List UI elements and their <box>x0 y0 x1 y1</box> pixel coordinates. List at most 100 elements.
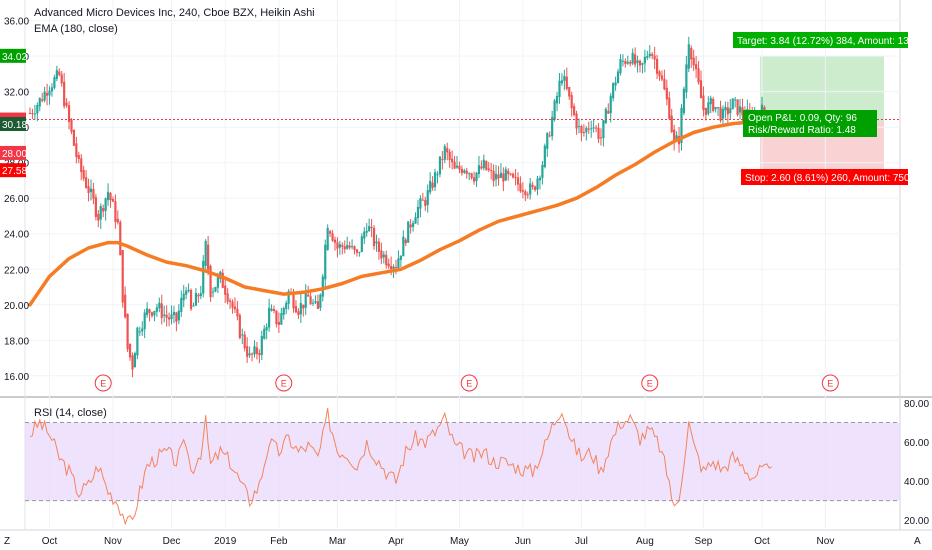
price-tag-label: 28.00 <box>2 149 27 160</box>
candle-body <box>421 199 424 201</box>
ema-line <box>28 118 774 307</box>
earnings-marker[interactable] <box>275 374 293 392</box>
candle-body <box>673 129 676 142</box>
candle-body <box>692 57 695 66</box>
price-tick-label: 20.00 <box>4 301 29 312</box>
candle-body <box>485 160 488 170</box>
candle-body <box>634 54 637 65</box>
candle-body <box>551 117 554 137</box>
candle-body <box>411 222 415 228</box>
candle-body <box>182 293 185 301</box>
candle-body <box>243 334 246 349</box>
candle-body <box>265 326 268 331</box>
candle-body <box>687 44 690 69</box>
candle-body <box>331 233 334 241</box>
candle-body <box>70 119 73 132</box>
candle-body <box>424 199 427 206</box>
candle-body <box>460 168 463 174</box>
candle-body <box>341 244 344 247</box>
candle-body <box>585 127 588 133</box>
candle-body <box>316 301 320 309</box>
candle-body <box>82 170 85 179</box>
candle-body <box>616 71 620 84</box>
candle-body <box>621 60 625 62</box>
candle-body <box>60 74 63 84</box>
candle-body <box>360 236 363 252</box>
candle-body <box>224 285 227 295</box>
candle-body <box>575 113 578 129</box>
rsi-tick-label: 80.00 <box>904 399 929 410</box>
candle-body <box>685 64 688 93</box>
candle-body <box>246 346 249 357</box>
candle-body <box>724 106 727 111</box>
candle-body <box>297 311 300 315</box>
candle-body <box>475 172 478 181</box>
candle-body <box>719 107 722 121</box>
earnings-marker-label: E <box>281 379 287 389</box>
candle-body <box>126 313 129 350</box>
candle-body <box>655 58 659 74</box>
target-label-text: Target: 3.84 (12.72%) 384, Amount: 1368. <box>737 36 923 47</box>
candle-body <box>275 310 278 324</box>
corner-a-label[interactable]: A <box>914 536 921 547</box>
candle-body <box>314 301 317 303</box>
candle-body <box>53 77 56 88</box>
time-tick-label: Apr <box>388 536 404 547</box>
candle-body <box>407 221 410 243</box>
candle-body <box>87 186 90 194</box>
candle-body <box>172 312 176 316</box>
candle-body <box>272 309 276 311</box>
candle-body <box>509 173 512 175</box>
earnings-marker[interactable] <box>460 374 478 392</box>
earnings-marker[interactable] <box>821 374 839 392</box>
candle-body <box>590 128 593 130</box>
corner-z-label[interactable]: Z <box>4 536 10 547</box>
candle-body <box>43 91 46 101</box>
risk-reward-text: Risk/Reward Ratio: 1.48 <box>748 125 856 136</box>
candle-body <box>726 107 729 115</box>
candle-body <box>392 266 395 269</box>
candle-body <box>80 158 83 173</box>
time-axis[interactable]: Oct Nov Dec 2019 Feb Mar Apr May Jun Jul Aug Sep Oct… <box>42 536 835 547</box>
candle-body <box>446 148 449 153</box>
candle-body <box>541 165 544 179</box>
candle-body <box>697 68 700 83</box>
candle-body <box>202 260 205 294</box>
candle-body <box>660 75 664 80</box>
price-tick-label: 26.00 <box>4 194 29 205</box>
candle-body <box>65 102 68 106</box>
stop-label[interactable]: Stop: 2.60 (8.61%) 260, Amount: 750.4 <box>741 169 918 185</box>
earnings-marker[interactable] <box>641 374 659 392</box>
candle-body <box>58 71 61 75</box>
candle-body <box>104 198 107 211</box>
time-tick-label: Jun <box>515 536 531 547</box>
candle-body <box>309 296 312 305</box>
time-tick-label: Mar <box>329 536 347 547</box>
candle-body <box>736 99 739 115</box>
candle-body <box>497 174 500 179</box>
candle-body <box>238 315 241 339</box>
earnings-marker-label: E <box>466 379 472 389</box>
price-tick-label: 16.00 <box>4 372 29 383</box>
candle-body <box>55 70 58 79</box>
candle-body <box>333 239 337 243</box>
price-tag-label: 30.18 <box>2 120 27 131</box>
candle-body <box>321 276 324 297</box>
candle-body <box>599 137 603 139</box>
candle-body <box>636 60 639 64</box>
earnings-marker[interactable] <box>94 374 112 392</box>
open-pnl-label[interactable]: Open P&L: 0.09, Qty: 96 Risk/Reward Rati… <box>743 110 877 137</box>
candle-body <box>372 227 376 247</box>
candle-body <box>260 335 263 355</box>
target-label[interactable]: Target: 3.84 (12.72%) 384, Amount: 1368. <box>733 32 923 48</box>
candle-body <box>163 314 166 316</box>
candle-body <box>731 98 734 110</box>
candle-body <box>155 307 158 312</box>
candle-body <box>594 127 598 129</box>
chart-title: Advanced Micro Devices Inc, 240, Cboe BZ… <box>34 7 315 19</box>
candle-body <box>307 294 310 297</box>
candle-body <box>653 55 656 60</box>
